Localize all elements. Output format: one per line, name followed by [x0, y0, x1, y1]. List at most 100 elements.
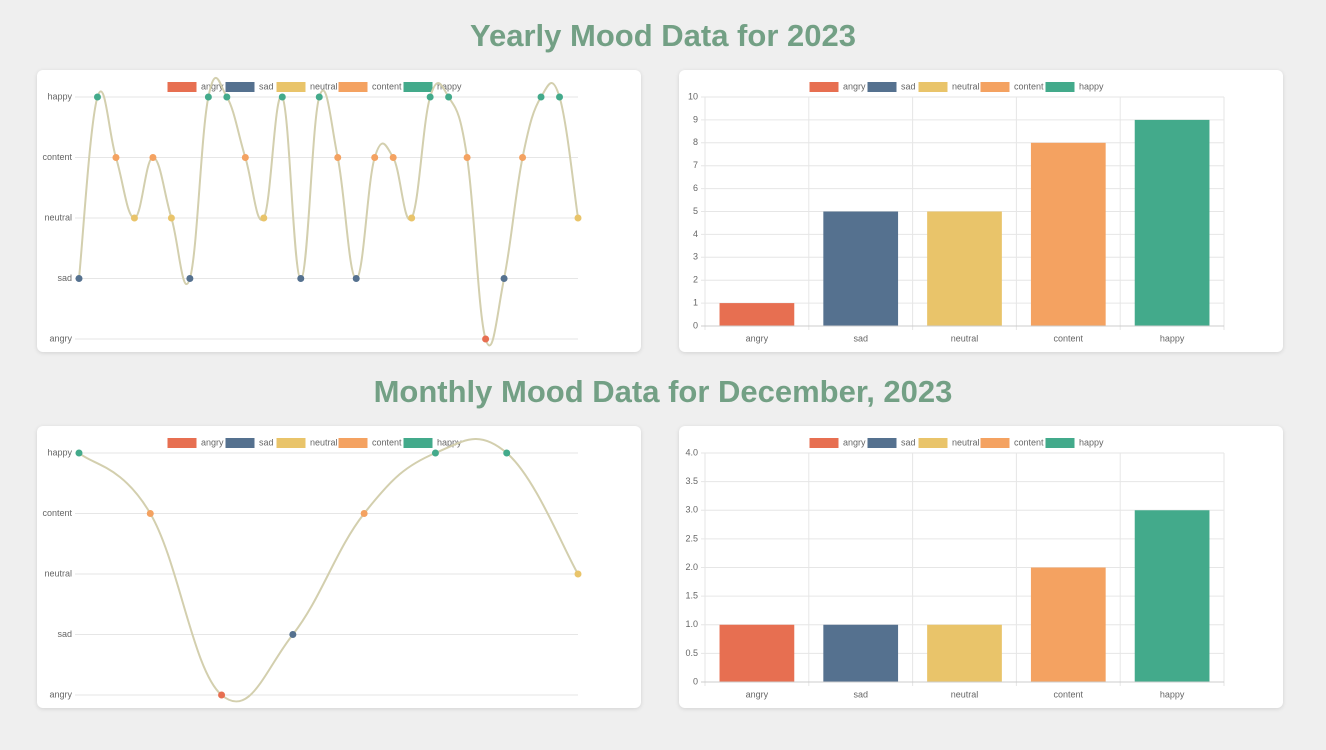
- mood-point: [297, 275, 305, 282]
- x-tick-label: angry: [746, 333, 769, 343]
- legend-label: neutral: [952, 437, 980, 447]
- mood-point: [371, 154, 379, 161]
- bar: [823, 211, 899, 326]
- legend-label: content: [1014, 81, 1044, 91]
- legend-label: angry: [843, 81, 866, 91]
- legend-label: sad: [259, 437, 274, 447]
- y-tick-label: 3.0: [685, 505, 698, 515]
- x-tick-label: happy: [1160, 689, 1185, 699]
- legend-swatch: [980, 82, 1010, 92]
- y-tick-label: 9: [693, 114, 698, 124]
- legend-label: angry: [201, 81, 224, 91]
- mood-point: [431, 449, 439, 457]
- mood-point: [556, 93, 564, 101]
- bar: [1134, 510, 1210, 682]
- legend-label: neutral: [310, 437, 338, 447]
- legend-label: happy: [437, 81, 462, 91]
- legend-swatch: [225, 438, 255, 448]
- y-tick-label: 8: [693, 137, 698, 147]
- y-tick-label: happy: [47, 447, 72, 457]
- y-tick-label: 3.5: [685, 476, 698, 486]
- legend-label: content: [1014, 437, 1044, 447]
- y-tick-label: 4.0: [685, 447, 698, 457]
- legend-swatch: [918, 438, 948, 448]
- y-tick-label: 4: [693, 229, 698, 239]
- y-tick-label: 0.5: [685, 648, 698, 658]
- legend-swatch: [1045, 82, 1075, 92]
- y-tick-label: 1: [693, 297, 698, 307]
- legend-swatch: [276, 438, 306, 448]
- mood-point: [223, 93, 231, 101]
- legend-swatch: [867, 82, 897, 92]
- chart-card: angry sad neutral content happy 0 1 2 3 4 5 6 7 8 9 10 a…: [679, 70, 1283, 352]
- mood-line: [78, 438, 579, 703]
- bar: [1030, 142, 1106, 326]
- y-tick-label: 1.5: [685, 591, 698, 601]
- y-tick-label: 2.0: [685, 562, 698, 572]
- bar: [823, 624, 899, 682]
- legend-label: content: [372, 437, 402, 447]
- bar: [1134, 119, 1210, 327]
- section-heading: Yearly Mood Data for 2023: [470, 18, 856, 53]
- mood-point: [519, 154, 527, 161]
- y-tick-label: 7: [693, 160, 698, 170]
- mood-point: [537, 93, 545, 101]
- bar: [719, 624, 795, 682]
- bar: [719, 303, 795, 326]
- y-tick-label: neutral: [44, 212, 72, 222]
- mood-point: [93, 93, 101, 101]
- legend-label: sad: [259, 81, 274, 91]
- mood-point: [315, 93, 323, 101]
- legend-label: neutral: [310, 81, 338, 91]
- x-tick-label: sad: [853, 333, 868, 343]
- y-tick-label: content: [42, 152, 72, 162]
- legend-label: happy: [1079, 437, 1104, 447]
- x-tick-label: neutral: [951, 333, 979, 343]
- legend-swatch: [980, 438, 1010, 448]
- bar: [927, 211, 1002, 326]
- legend-swatch: [1045, 438, 1075, 448]
- chart-card: angry sad neutral content happy 0 0.5 1.0 1.5 2.0…: [679, 426, 1283, 708]
- legend-label: content: [372, 81, 402, 91]
- section-heading: Monthly Mood Data for December, 2023: [373, 374, 953, 409]
- chart: angry sad neutral content happy 0 1 2 3 4 5 6 7 8 9 10 a…: [688, 81, 1225, 343]
- mood-point: [75, 449, 83, 457]
- x-tick-label: angry: [746, 689, 769, 699]
- y-tick-label: angry: [49, 689, 72, 699]
- chart: angry sad neutral content happy angry sad neutr…: [42, 437, 582, 703]
- y-tick-label: 0: [693, 676, 698, 686]
- legend-swatch: [338, 438, 368, 448]
- y-tick-label: 5: [693, 206, 698, 216]
- mood-point: [503, 449, 511, 457]
- legend-label: angry: [843, 437, 866, 447]
- mood-point: [500, 275, 508, 282]
- y-tick-label: 0: [693, 320, 698, 330]
- chart: angry sad neutral content happy 0 0.5 1.0 1.5 2.0…: [685, 437, 1225, 699]
- mood-point: [482, 335, 490, 343]
- y-tick-label: 10: [688, 91, 698, 101]
- mood-point: [146, 510, 154, 517]
- x-tick-label: neutral: [951, 689, 979, 699]
- y-tick-label: sad: [57, 629, 72, 639]
- legend-swatch: [809, 82, 839, 92]
- legend-label: happy: [437, 437, 462, 447]
- mood-point: [408, 214, 416, 222]
- mood-point: [426, 93, 434, 101]
- x-tick-label: sad: [853, 689, 868, 699]
- mood-line: [78, 77, 579, 347]
- y-tick-label: 2.5: [685, 533, 698, 543]
- mood-point: [241, 154, 249, 161]
- bar: [1030, 567, 1106, 682]
- bar: [927, 624, 1002, 682]
- mood-point: [574, 214, 582, 222]
- mood-point: [218, 691, 226, 699]
- mood-point: [204, 93, 212, 101]
- chart-card: angry sad neutral content happy angry sad neutr…: [37, 70, 641, 352]
- mood-point: [130, 214, 138, 222]
- legend-swatch: [918, 82, 948, 92]
- chart-card: angry sad neutral content happy angry sad neutr…: [37, 426, 641, 708]
- y-tick-label: angry: [49, 333, 72, 343]
- legend-label: neutral: [952, 81, 980, 91]
- mood-point: [463, 154, 471, 161]
- chart: angry sad neutral content happy angry sad neutr…: [42, 77, 582, 347]
